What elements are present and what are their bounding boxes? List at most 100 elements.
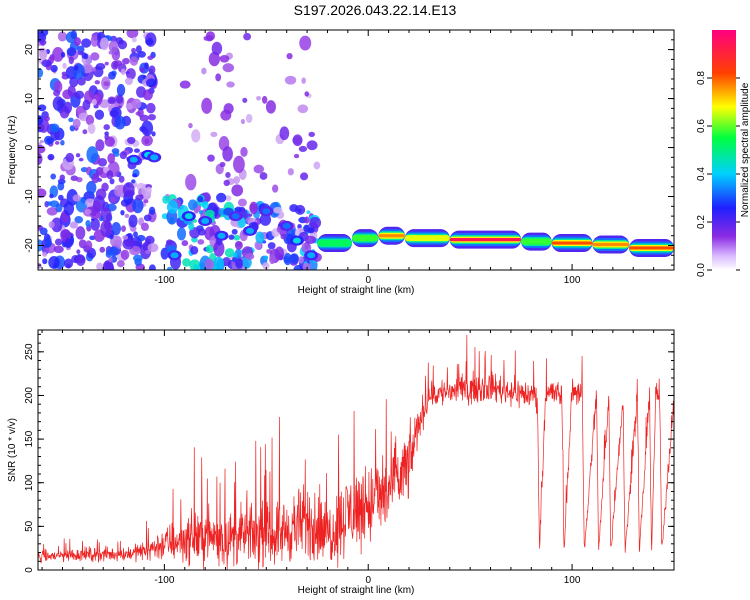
y-tick-label: 0 <box>24 567 35 573</box>
heatmap-blob <box>297 208 302 213</box>
heatmap-blob <box>308 131 315 138</box>
heatmap-blob <box>193 207 199 214</box>
heatmap-blob <box>133 231 138 238</box>
heatmap-blob <box>231 228 238 235</box>
heatmap-blob <box>133 148 140 153</box>
heatmap-blob <box>63 101 73 114</box>
snr-xlabel: Height of straight line (km) <box>298 585 415 596</box>
heatmap-blob <box>132 254 143 262</box>
heatmap-blob <box>91 98 97 106</box>
heatmap-blob <box>208 51 220 67</box>
heatmap-blob <box>66 188 79 206</box>
heatmap-blob <box>145 38 154 46</box>
heatmap-blob <box>103 124 110 131</box>
snr-axes: -100 0 100 0 50 100 150 200 250 <box>24 330 675 586</box>
heatmap-blob <box>122 238 135 250</box>
heatmap-blob <box>306 210 311 214</box>
heatmap-blob <box>204 209 215 218</box>
heatmap-blob <box>72 194 81 202</box>
heatmap-blob <box>109 109 119 118</box>
heatmap-blob <box>127 136 136 144</box>
heatmap-blob <box>244 252 255 260</box>
heatmap-blob <box>245 113 253 123</box>
heatmap-blob <box>211 41 223 56</box>
heatmap-blob <box>298 256 304 264</box>
heatmap-blob <box>166 200 179 214</box>
heatmap-blob <box>201 97 213 114</box>
heatmap-hotspot <box>246 227 254 234</box>
heatmap-blob <box>117 40 128 50</box>
heatmap-blob <box>76 249 81 255</box>
heatmap-blob <box>110 196 116 203</box>
heatmap-blob <box>287 168 294 176</box>
chart-title: S197.2026.043.22.14.E13 <box>294 2 457 18</box>
heatmap-hotspot <box>170 252 179 259</box>
heatmap-blob <box>299 35 312 51</box>
heatmap-blob <box>51 217 63 233</box>
heatmap-blob <box>289 253 300 264</box>
spectrogram-ridge <box>317 226 674 257</box>
heatmap-blob <box>44 237 52 248</box>
heatmap-blob <box>146 186 152 193</box>
heatmap-blob <box>68 117 74 123</box>
heatmap-blob <box>91 173 100 184</box>
heatmap-blob <box>247 213 253 217</box>
heatmap-blob <box>105 250 112 258</box>
heatmap-blob <box>139 114 149 122</box>
colorbar-gradient <box>712 30 736 270</box>
heatmap-blob <box>143 214 152 222</box>
heatmap-blob <box>197 196 204 203</box>
heatmap-blob <box>39 39 47 46</box>
heatmap-blob <box>77 45 85 54</box>
heatmap-blob <box>126 30 139 39</box>
colorbar: 0.0 0.2 0.4 0.6 0.8 Normalized spectral ampl… <box>696 30 750 277</box>
heatmap-blob <box>234 240 243 250</box>
heatmap-blob <box>224 248 235 258</box>
heatmap-blob <box>131 37 137 43</box>
heatmap-blob <box>60 139 65 146</box>
heatmap-blob <box>228 234 235 240</box>
heatmap-blob <box>135 45 142 54</box>
heatmap-blob <box>138 189 143 196</box>
heatmap-blob <box>108 71 116 80</box>
colorbar-tick-label: 0.0 <box>696 263 707 277</box>
heatmap-blob <box>59 174 66 181</box>
heatmap-blob <box>269 254 276 265</box>
heatmap-blob <box>61 71 67 76</box>
heatmap-blob <box>42 258 48 265</box>
snr-series-line <box>38 334 674 570</box>
heatmap-blob <box>74 216 83 224</box>
heatmap-blob <box>42 251 48 257</box>
heatmap-blob <box>166 266 173 270</box>
heatmap-blob <box>38 188 47 198</box>
ridge-band <box>317 241 352 245</box>
heatmap-blob <box>49 193 54 199</box>
heatmap-blob <box>293 153 300 159</box>
heatmap-blob <box>205 31 216 41</box>
heatmap-blob <box>139 67 145 73</box>
heatmap-blob <box>145 249 151 254</box>
heatmap-blob <box>78 157 84 162</box>
heatmap-blob <box>38 68 44 78</box>
heatmap-blob <box>213 240 225 257</box>
heatmap-blob <box>219 54 230 63</box>
heatmap-hotspot <box>292 237 301 244</box>
heatmap-blob <box>262 262 270 270</box>
heatmap-blob <box>216 192 227 203</box>
heatmap-blob <box>234 206 242 213</box>
heatmap-blob <box>313 161 321 170</box>
heatmap-blob <box>38 145 46 154</box>
heatmap-blob <box>90 217 100 231</box>
heatmap-blob <box>146 102 156 114</box>
heatmap-blob <box>100 220 113 238</box>
heatmap-blob <box>222 256 231 267</box>
heatmap-blob <box>110 35 117 43</box>
heatmap-blob <box>116 83 126 97</box>
heatmap-blob <box>108 257 113 263</box>
heatmap-blob <box>75 226 86 240</box>
heatmap-blob <box>240 118 246 125</box>
colorbar-ticks: 0.0 0.2 0.4 0.6 0.8 <box>696 71 740 277</box>
heatmap-blob <box>38 152 43 166</box>
snr-frame <box>37 329 675 571</box>
